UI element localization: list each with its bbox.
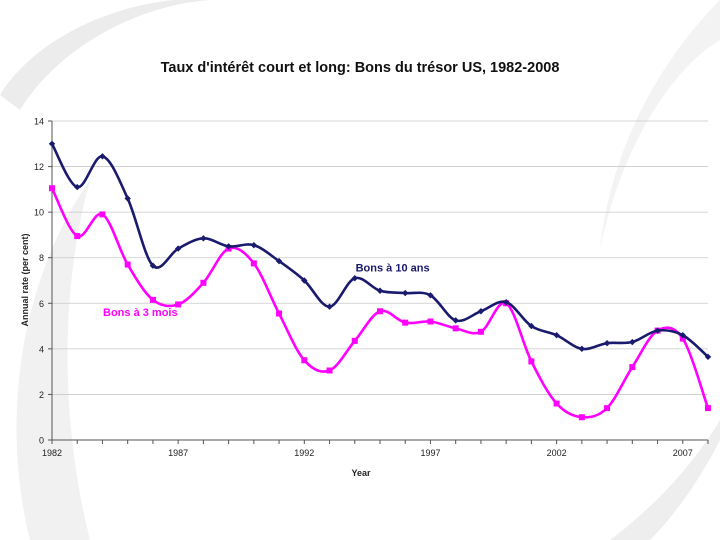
data-point-bons-3-mois [679, 335, 686, 342]
data-point-bons-3-mois [452, 325, 459, 332]
y-tick-label: 10 [34, 208, 44, 218]
data-point-bons-3-mois [427, 318, 434, 325]
data-point-bons-10-ans [225, 243, 232, 250]
data-point-bons-10-ans [528, 322, 535, 330]
chart-title: Taux d'intérêt court et long: Bons du tr… [160, 60, 560, 76]
data-point-bons-10-ans [477, 308, 485, 315]
data-point-bons-10-ans [124, 195, 131, 202]
x-tick-label: 2007 [673, 448, 693, 458]
data-point-bons-3-mois [149, 296, 156, 303]
data-point-bons-3-mois [276, 310, 283, 317]
data-point-bons-10-ans [578, 345, 586, 353]
data-point-bons-10-ans [704, 353, 712, 361]
x-tick-label: 1997 [420, 448, 440, 458]
data-point-bons-10-ans [402, 289, 409, 297]
data-point-bons-10-ans [376, 287, 384, 294]
series-line-bons-10-ans [50, 143, 709, 358]
y-tick-label: 2 [39, 390, 44, 400]
data-point-bons-10-ans [502, 298, 510, 306]
x-tick-label: 1982 [42, 448, 62, 458]
x-tick-label: 1987 [168, 448, 188, 458]
data-point-bons-3-mois [301, 357, 308, 364]
data-point-bons-3-mois [250, 260, 257, 267]
x-tick-label: 1992 [294, 448, 314, 458]
data-point-bons-3-mois [553, 400, 560, 407]
data-point-bons-10-ans [174, 245, 182, 252]
data-point-bons-3-mois [578, 414, 585, 421]
data-point-bons-10-ans [679, 331, 686, 339]
data-point-bons-3-mois [99, 211, 106, 218]
data-point-bons-10-ans [629, 338, 636, 346]
data-point-bons-3-mois [604, 405, 611, 412]
data-point-bons-10-ans [275, 257, 283, 265]
data-point-bons-10-ans [200, 235, 207, 242]
data-point-bons-3-mois [629, 364, 636, 371]
x-axis-title: Year [351, 468, 371, 478]
data-point-bons-3-mois [351, 337, 358, 344]
y-tick-label: 8 [39, 253, 44, 263]
data-point-bons-10-ans [326, 303, 333, 310]
data-point-bons-3-mois [705, 405, 711, 412]
data-point-bons-10-ans [603, 339, 611, 347]
data-point-bons-3-mois [200, 279, 207, 286]
data-point-bons-10-ans [250, 241, 258, 249]
y-tick-label: 12 [34, 162, 44, 172]
y-tick-label: 14 [34, 117, 44, 127]
y-tick-label: 4 [39, 344, 44, 354]
data-point-bons-3-mois [326, 367, 333, 374]
data-point-bons-10-ans [553, 331, 560, 339]
data-point-bons-10-ans [99, 153, 106, 160]
data-point-bons-3-mois [74, 233, 81, 240]
data-point-bons-3-mois [49, 185, 55, 192]
y-tick-label: 6 [39, 299, 44, 309]
data-point-bons-3-mois [377, 308, 383, 315]
data-point-bons-3-mois [124, 261, 131, 268]
series-layer [48, 140, 712, 421]
labels-layer: Bons à 10 ans Bons à 3 mois [103, 262, 430, 318]
data-point-bons-3-mois [528, 358, 535, 365]
data-point-bons-10-ans [48, 140, 56, 147]
data-point-bons-3-mois [477, 328, 484, 335]
data-point-bons-10-ans [301, 277, 308, 284]
data-point-bons-10-ans [351, 275, 358, 282]
data-point-bons-10-ans [427, 292, 434, 299]
annotation-bons-3-mois: Bons à 3 mois [103, 307, 178, 319]
axes-layer: 0 2 4 6 8 10 12 14 1982 1987 1992 1997 2002 2007 Year A… [20, 117, 709, 478]
x-tick-label: 2002 [547, 448, 567, 458]
data-point-bons-10-ans [74, 183, 81, 191]
data-point-bons-3-mois [175, 301, 182, 308]
y-tick-label: 0 [39, 436, 44, 446]
y-axis-title: Annual rate (per cent) [20, 233, 30, 326]
grid-layer [52, 120, 708, 395]
data-point-bons-3-mois [402, 319, 409, 326]
annotation-bons-10-ans: Bons à 10 ans [356, 262, 430, 274]
data-point-bons-10-ans [654, 327, 661, 334]
data-point-bons-10-ans [452, 317, 459, 324]
data-point-bons-10-ans [149, 262, 157, 269]
